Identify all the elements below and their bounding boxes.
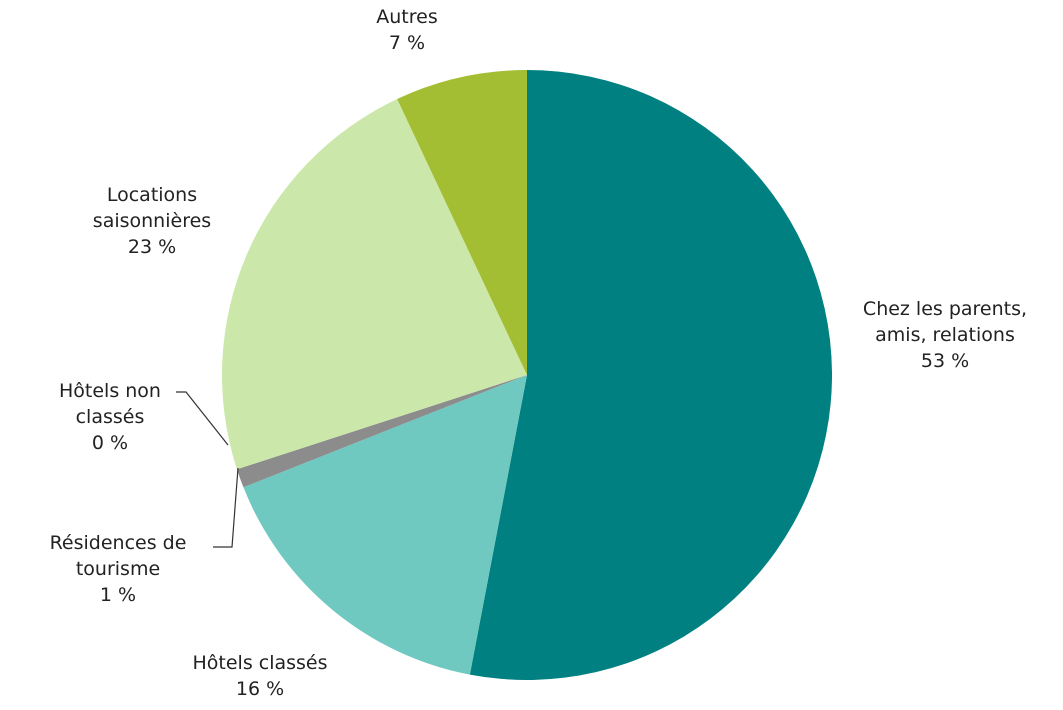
- category-label: Hôtels classés: [192, 652, 328, 674]
- value-label: 1 %: [99, 584, 137, 606]
- slice-label: Hôtels non classés 0 %: [35, 378, 185, 456]
- pie-slice: [221, 99, 527, 470]
- value-label: 7 %: [388, 32, 426, 54]
- slices: [221, 70, 833, 680]
- slice-label: Autres 7 %: [332, 4, 482, 56]
- value-label: 0 %: [91, 432, 129, 454]
- pie-slice: [397, 70, 527, 375]
- slice-label: Hôtels classés 16 %: [160, 650, 360, 702]
- category-label: Locations saisonnières: [92, 184, 212, 232]
- slice-label: Chez les parents, amis, relations 53 %: [855, 296, 1035, 374]
- value-label: 23 %: [127, 236, 177, 258]
- category-label: Résidences de tourisme: [49, 532, 187, 580]
- pie-slice: [236, 375, 527, 488]
- category-label: Autres: [376, 6, 438, 28]
- slice-label: Locations saisonnières 23 %: [77, 182, 227, 260]
- pie-slice: [469, 70, 833, 680]
- category-label: Hôtels non classés: [59, 380, 161, 428]
- leader-line: [213, 467, 239, 548]
- leader-line: [176, 391, 229, 446]
- value-label: 16 %: [235, 678, 285, 700]
- slice-label: Résidences de tourisme 1 %: [18, 530, 218, 608]
- value-label: 53 %: [920, 350, 970, 372]
- category-label: Chez les parents, amis, relations: [862, 298, 1028, 346]
- pie-slice: [243, 375, 528, 675]
